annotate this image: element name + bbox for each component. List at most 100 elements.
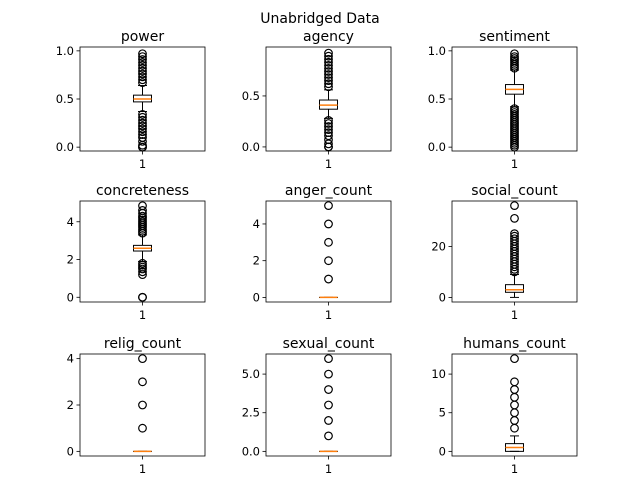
y-tick-label: 0 [439, 444, 446, 458]
flier-point [510, 423, 519, 433]
flier-point [510, 231, 519, 241]
y-tick-label: 0.5 [242, 89, 260, 103]
flier-point [324, 82, 333, 92]
y-tick-label: 2 [253, 254, 260, 268]
flier-point [324, 64, 333, 73]
y-tick-label: 4 [253, 217, 260, 231]
flier-point [138, 112, 147, 122]
y-tick-label: 10 [431, 367, 446, 381]
x-tick-label: 1 [511, 462, 518, 476]
flier-point [324, 237, 333, 247]
y-tick-label: 1.0 [428, 44, 446, 58]
y-tick-label: 0.0 [242, 140, 260, 154]
x-tick-label: 1 [139, 308, 146, 322]
flier-point [510, 213, 519, 223]
flier-point [138, 58, 147, 67]
flier-point [324, 70, 333, 79]
subplot-title: relig_count [104, 336, 182, 352]
axes-frame [265, 353, 392, 457]
y-tick-label: 0 [67, 290, 74, 304]
subplot-social-count: social_count 0 20 1 [431, 183, 578, 322]
x-tick-label: 1 [325, 157, 332, 171]
x-tick-label: 1 [139, 462, 146, 476]
flier-point [138, 136, 147, 146]
y-tick-label: 2.5 [242, 406, 260, 420]
flier-point [138, 75, 147, 85]
flier-point [324, 128, 333, 138]
subplot-title: anger_count [285, 183, 373, 199]
subplot-concreteness: concreteness 0 2 4 1 [67, 183, 206, 322]
flier-point [324, 73, 333, 82]
iqr-box [505, 284, 524, 293]
y-tick-label: 1.0 [56, 44, 74, 58]
subplot-title: concreteness [96, 183, 189, 199]
flier-point [138, 55, 147, 64]
flier-point [138, 130, 147, 140]
y-tick-label: 5.0 [242, 367, 260, 381]
flier-point [324, 57, 333, 67]
flier-point [510, 52, 519, 62]
flier-point [324, 431, 333, 441]
flier-point [324, 416, 333, 425]
flier-point [138, 400, 147, 410]
flier-point [510, 354, 519, 364]
y-tick-label: 2 [67, 398, 74, 412]
subplot-sexual-count: sexual_count 0.0 2.5 5.0 1 [242, 336, 392, 476]
flier-point [138, 201, 147, 211]
x-tick-label: 1 [325, 462, 332, 476]
flier-point [324, 201, 333, 210]
flier-point [510, 385, 519, 394]
y-tick-label: 0.0 [242, 444, 260, 458]
subplot-title: agency [303, 29, 354, 45]
flier-point [138, 354, 147, 364]
y-tick-label: 5 [439, 406, 446, 420]
subplot-title: sentiment [479, 29, 550, 45]
flier-point [324, 219, 333, 229]
flier-point [138, 127, 147, 137]
flier-point [324, 48, 333, 58]
flier-point [138, 206, 147, 215]
flier-point [138, 52, 147, 62]
flier-point [138, 63, 147, 73]
x-tick-label: 1 [139, 157, 146, 171]
flier-point [324, 274, 333, 284]
flier-point [510, 392, 519, 402]
flier-point [510, 416, 519, 425]
y-tick-label: 0.5 [56, 92, 74, 106]
flier-point [324, 256, 333, 266]
flier-point [138, 110, 147, 119]
flier-point [138, 118, 147, 128]
flier-point [138, 124, 147, 134]
figure-suptitle: Unabridged Data [260, 11, 379, 27]
flier-point [138, 292, 147, 302]
panel-grid: power 0.0 0.5 1.0 1 agency 0.0 0.5 1 sentiment 0.0… [56, 29, 578, 476]
flier-point [324, 369, 333, 379]
flier-point [324, 67, 333, 76]
flier-point [324, 79, 333, 89]
flier-point [138, 69, 147, 79]
y-tick-label: 0.0 [428, 140, 446, 154]
flier-point [324, 125, 333, 134]
flier-point [510, 400, 519, 410]
y-tick-label: 0 [439, 290, 446, 304]
y-tick-label: 4 [67, 215, 74, 229]
axes-frame [451, 200, 578, 303]
y-tick-label: 4 [67, 352, 74, 366]
flier-point [324, 76, 333, 86]
flier-point [138, 66, 147, 76]
y-tick-label: 20 [431, 239, 446, 253]
flier-point [138, 49, 147, 59]
flier-point [138, 60, 147, 70]
flier-point [324, 131, 333, 141]
flier-point [324, 385, 333, 394]
flier-point [510, 201, 519, 210]
axes-frame [79, 353, 206, 457]
flier-point [138, 258, 147, 268]
subplot-power: power 0.0 0.5 1.0 1 [56, 29, 206, 171]
flier-point [510, 408, 519, 418]
subplot-relig-count: relig_count 0 2 4 1 [67, 336, 206, 476]
subplot-anger-count: anger_count 0 2 4 1 [253, 183, 392, 322]
subplot-sentiment: sentiment 0.0 0.5 1.0 1 [428, 29, 578, 171]
flier-point [510, 104, 519, 114]
